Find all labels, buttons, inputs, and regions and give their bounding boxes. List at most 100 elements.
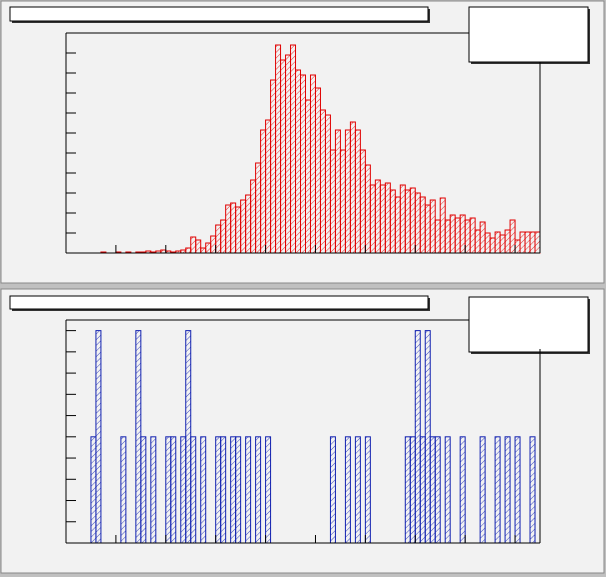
hist-bar: [399, 184, 406, 254]
hist-bar: [504, 229, 511, 254]
hist-bar: [389, 189, 396, 254]
hist-bar: [205, 242, 212, 254]
hist-bar: [334, 129, 341, 254]
hist-bar: [409, 436, 416, 544]
hist-bar: [220, 436, 227, 544]
hist-bar: [280, 59, 287, 254]
hist-bar: [434, 436, 441, 544]
hist-bar: [499, 234, 506, 254]
hist-bar: [379, 184, 386, 254]
hist-bar: [424, 204, 431, 254]
hist-bar: [300, 74, 306, 254]
hist-bar: [170, 436, 177, 544]
hist-bar: [90, 436, 97, 544]
hist-bar: [255, 162, 262, 254]
hist-bar: [534, 231, 541, 254]
hist-bar: [474, 229, 481, 254]
hist-bar: [524, 231, 531, 254]
hist-bar: [439, 197, 446, 254]
hist-bar: [250, 179, 257, 254]
hist-bar: [270, 79, 277, 254]
hist-bar: [384, 182, 391, 254]
hist-bar: [215, 224, 222, 254]
hist-bar: [245, 194, 252, 254]
hist-bar: [364, 436, 371, 544]
hist-bar: [290, 44, 297, 254]
hist-bar: [464, 219, 471, 254]
hist-bar: [275, 44, 282, 254]
hist-bar: [424, 330, 431, 544]
hist-bar: [319, 109, 326, 254]
hist-bar: [140, 436, 147, 544]
hist-bar: [200, 247, 207, 254]
stats-box: [468, 6, 589, 63]
hist-bar: [135, 330, 142, 544]
hist-bar: [479, 221, 486, 254]
hist-bar: [429, 199, 436, 254]
hist-bar: [339, 149, 346, 254]
hist-bar: [489, 237, 496, 254]
hist-bar: [165, 436, 172, 544]
hist-bar: [514, 436, 521, 544]
hist-bar: [359, 149, 366, 254]
hist-bar: [215, 436, 222, 544]
hist-bar: [414, 330, 421, 544]
hist-bar: [95, 330, 102, 544]
hist-bar: [230, 436, 237, 544]
hist-bar: [260, 129, 267, 254]
hist-bar: [265, 119, 272, 254]
hist-bar: [454, 217, 461, 254]
hist-bar: [509, 219, 516, 254]
hist-bar: [364, 164, 371, 254]
hist-bar: [419, 436, 426, 544]
hist-bar: [494, 231, 501, 254]
hist-bar: [220, 219, 227, 254]
hist-bar: [329, 436, 336, 544]
hist-bar: [459, 214, 466, 254]
hist-bar: [479, 436, 486, 544]
hist-bar: [324, 114, 331, 254]
hist-bar: [404, 436, 411, 544]
hist-bar: [210, 235, 217, 254]
hist-bar: [265, 436, 272, 544]
hist-bar: [230, 202, 237, 254]
hist-bar: [295, 69, 302, 254]
hist-bar: [444, 436, 451, 544]
hist-bar: [329, 149, 336, 254]
hist-bar: [394, 196, 401, 254]
hist-bar: [354, 436, 361, 544]
hist-bar: [185, 247, 192, 254]
hist-bar: [314, 87, 321, 254]
stats-box: [468, 296, 589, 353]
hist-bar: [444, 219, 451, 254]
hist-bar: [190, 236, 197, 254]
hist-bar: [494, 436, 501, 544]
hist-bar: [285, 54, 292, 254]
hist-bar: [255, 436, 262, 544]
hist-bar: [369, 184, 376, 254]
hist-bar: [120, 436, 127, 544]
hist-bar: [235, 436, 242, 544]
hist-bar: [304, 99, 311, 254]
hist-bar: [190, 436, 197, 544]
hist-bar: [529, 436, 536, 544]
hist-bar: [245, 436, 252, 544]
plots: [65, 32, 541, 544]
hist-bar: [449, 214, 456, 254]
hist-bar: [409, 187, 416, 254]
hist-bar: [429, 436, 436, 544]
hist-bar: [225, 204, 232, 254]
hist-bar: [185, 330, 192, 544]
hist-bar: [484, 232, 491, 254]
hist-bar: [200, 436, 207, 544]
hist-bar: [240, 199, 247, 254]
hist-bar: [235, 206, 242, 254]
hist-bar: [344, 436, 351, 544]
hist-bar: [309, 74, 316, 254]
hist-bar: [434, 219, 441, 254]
title-box: [9, 6, 429, 22]
hist-bar: [519, 231, 526, 254]
hist-bar: [374, 179, 381, 254]
pad-2: [0, 288, 605, 574]
